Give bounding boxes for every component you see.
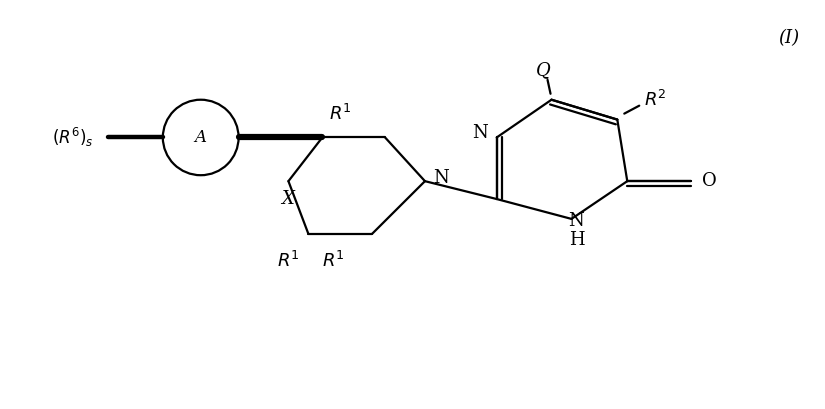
Text: $R^2$: $R^2$ (644, 90, 667, 110)
Text: $R^1$: $R^1$ (329, 103, 351, 124)
Text: H: H (568, 231, 584, 249)
Text: X: X (281, 190, 294, 208)
Text: $R^1$: $R^1$ (322, 251, 345, 271)
Text: N: N (568, 212, 584, 230)
Text: O: O (701, 172, 716, 190)
Text: $(R^6)_s$: $(R^6)_s$ (52, 126, 94, 149)
Text: N: N (472, 124, 488, 142)
Text: (I): (I) (778, 29, 799, 47)
Text: Q: Q (536, 61, 551, 79)
Text: N: N (433, 169, 449, 187)
Text: A: A (195, 129, 207, 146)
Text: $R^1$: $R^1$ (277, 251, 299, 271)
